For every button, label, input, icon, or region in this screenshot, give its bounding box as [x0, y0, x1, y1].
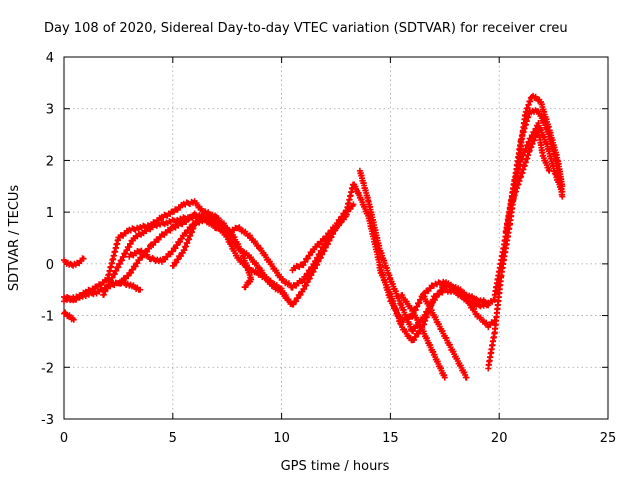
y-tick-label: -1 [41, 310, 54, 325]
x-tick-label: 5 [169, 431, 177, 446]
series-track-17 [509, 126, 553, 206]
y-tick-label: 1 [46, 206, 54, 221]
grid [64, 57, 608, 419]
y-tick-label: 4 [46, 51, 54, 66]
data-series [61, 92, 566, 381]
y-tick-label: 2 [46, 154, 54, 169]
y-tick-label: -2 [41, 361, 54, 376]
y-tick-label: 3 [46, 103, 54, 118]
data-marks [398, 292, 448, 381]
data-marks [169, 208, 231, 269]
data-marks [126, 211, 350, 291]
series-track-14 [485, 92, 566, 372]
data-marks [61, 309, 77, 323]
data-marks [509, 126, 553, 206]
series-track-13 [420, 291, 470, 381]
series-track-12 [398, 292, 448, 381]
x-tick-label: 10 [273, 431, 290, 446]
series-track-8 [169, 208, 231, 269]
series-track-1 [61, 255, 87, 269]
x-tick-label: 0 [60, 431, 68, 446]
series-track-7 [126, 211, 350, 291]
chart-title: Day 108 of 2020, Sidereal Day-to-day VTE… [44, 21, 568, 36]
series-track-11 [376, 264, 492, 344]
plot-frame [63, 56, 609, 420]
y-tick-label: -3 [41, 413, 54, 428]
y-tick-label: 0 [46, 258, 54, 273]
data-marks [485, 92, 566, 372]
y-axis: -3 -2 -1 0 1 2 3 4 [41, 51, 608, 428]
x-tick-label: 25 [600, 431, 617, 446]
x-tick-label: 15 [382, 431, 399, 446]
data-marks [376, 264, 492, 344]
x-axis: 0 5 10 15 20 25 [60, 57, 616, 446]
x-axis-label: GPS time / hours [281, 459, 390, 474]
data-marks [420, 291, 470, 381]
y-axis-label: SDTVAR / TECUs [7, 185, 22, 292]
x-tick-label: 20 [491, 431, 508, 446]
series-track-2 [61, 309, 77, 323]
data-marks [61, 255, 87, 269]
